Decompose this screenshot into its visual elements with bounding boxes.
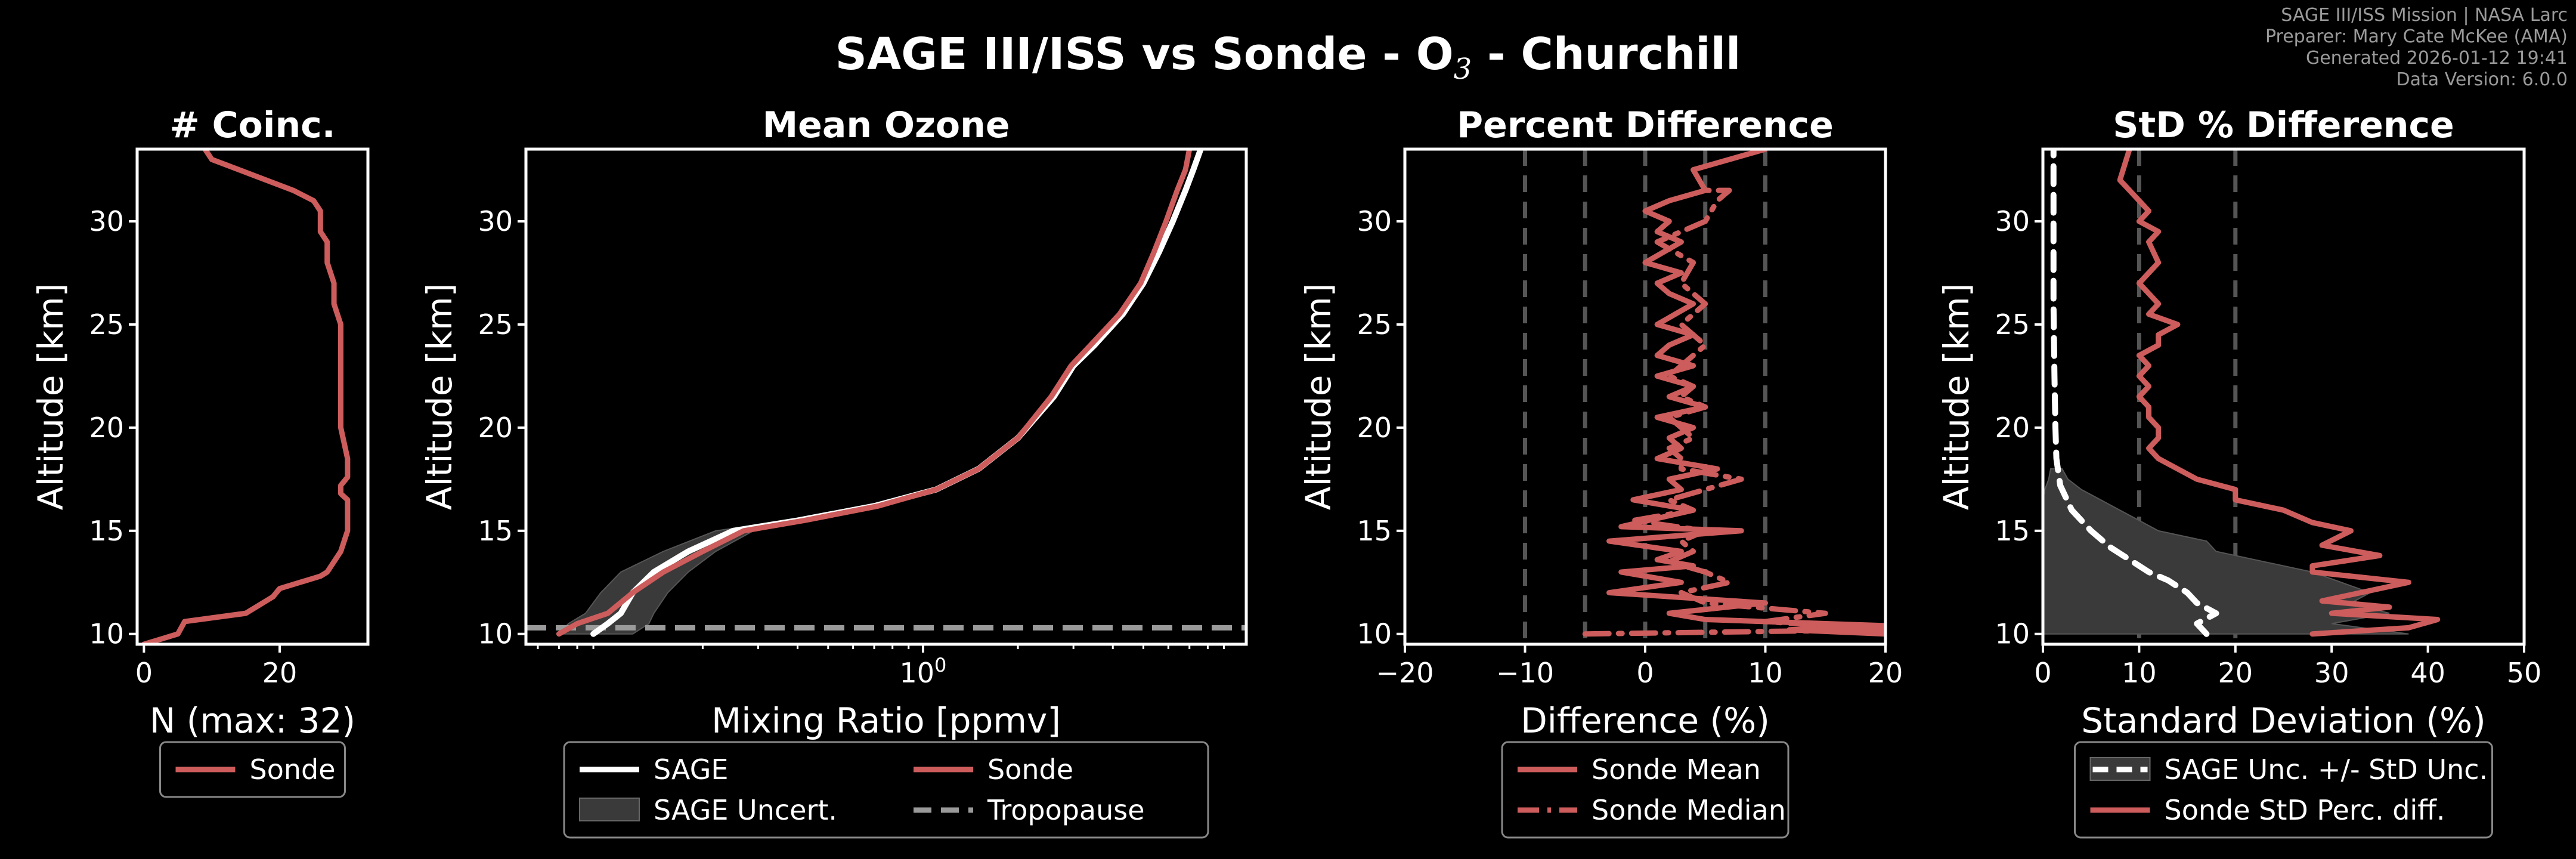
- meta-line-preparer: Preparer: Mary Cate McKee (AMA): [2265, 26, 2568, 47]
- std-xtick-label: 40: [2410, 657, 2445, 689]
- std-ytick-label: 20: [1995, 412, 2030, 444]
- pdiff-legend-sonde-mean-label: Sonde Mean: [1592, 753, 1761, 786]
- mean-series-sonde: [556, 149, 1193, 637]
- pdiff-plot: [1397, 147, 1887, 839]
- pdiff-ytick-label: 15: [1357, 515, 1392, 547]
- mean-legend-sage-label: SAGE: [654, 753, 728, 786]
- std-legend-sage-unc-std-unc-label: SAGE Unc. +/- StD Unc.: [2165, 753, 2488, 786]
- mean-axes-frame: [524, 147, 1248, 646]
- mean-ytick-label: 25: [478, 308, 513, 341]
- pdiff-ytick-label: 30: [1357, 205, 1392, 237]
- std-ytick-label: 15: [1995, 515, 2030, 547]
- coinc-xlabel: N (max: 32): [150, 700, 355, 741]
- pdiff-xtick-label: 0: [1636, 657, 1654, 689]
- mean-xtick-label: 100: [899, 654, 946, 689]
- coinc-axes-frame: [135, 147, 370, 646]
- mean-title: Mean Ozone: [762, 104, 1010, 146]
- coinc-ytick-label: 10: [89, 618, 124, 650]
- mean-ytick-label: 30: [478, 205, 513, 237]
- pdiff-legend-box: [1501, 741, 1789, 839]
- std-ylabel: Altitude [km]: [1936, 283, 1977, 510]
- std-series-sage-unc-std-unc: [2050, 149, 2219, 637]
- coinc-title: # Coinc.: [169, 104, 335, 146]
- pdiff-xtick-label: −20: [1376, 657, 1433, 689]
- std-uncert-band: [2043, 468, 2409, 635]
- mean-ytick-label: 20: [478, 412, 513, 444]
- meta-line-generated: Generated 2026-01-12 19:41: [2305, 48, 2568, 69]
- figure-title-main: SAGE III/ISS vs Sonde - O: [835, 29, 1454, 80]
- mean-ylabel: Altitude [km]: [419, 283, 460, 510]
- std-axes-frame: [2041, 147, 2526, 646]
- figure-title-tail: - Churchill: [1472, 29, 1741, 80]
- pdiff-title: Percent Difference: [1457, 104, 1834, 146]
- pdiff-legend-sonde-median-label: Sonde Median: [1592, 794, 1786, 826]
- std-xtick-label: 10: [2122, 657, 2157, 689]
- mean-legend-sonde-label: Sonde: [987, 753, 1073, 786]
- coinc-xtick-label: 20: [262, 657, 298, 689]
- mean-ytick-label: 10: [478, 618, 513, 650]
- mean-legend-sage-uncert-label: SAGE Uncert.: [654, 794, 837, 826]
- mean-legend-tropopause-label: Tropopause: [987, 794, 1145, 826]
- pdiff-series-sonde-median: [1582, 187, 1885, 637]
- coinc-ylabel: Altitude [km]: [30, 283, 71, 510]
- pdiff-xtick-label: 20: [1868, 657, 1903, 689]
- figure-title: SAGE III/ISS vs Sonde - O3 - Churchill: [0, 29, 2576, 86]
- pdiff-ylabel: Altitude [km]: [1298, 283, 1339, 510]
- mean-plot-area: [526, 149, 1246, 637]
- meta-line-version: Data Version: 6.0.0: [2396, 69, 2568, 90]
- std-xtick-label: 30: [2314, 657, 2349, 689]
- std-xtick-label: 0: [2034, 657, 2051, 689]
- std-ytick-label: 25: [1995, 308, 2030, 341]
- pdiff-ytick-label: 20: [1357, 412, 1392, 444]
- mean-legend-box: [563, 741, 1209, 839]
- pdiff-plot-area: [1523, 149, 1885, 644]
- coinc-ytick-label: 20: [89, 412, 124, 444]
- std-plot: [2035, 147, 2526, 839]
- std-xlabel: Standard Deviation (%): [2081, 700, 2486, 741]
- std-legend-sonde-std-perc-diff-label: Sonde StD Perc. diff.: [2165, 794, 2445, 826]
- coinc-plot-area: [141, 149, 351, 644]
- metadata-block: SAGE III/ISS Mission | NASA Larc Prepare…: [2265, 5, 2568, 91]
- mean-plot: [518, 147, 1248, 839]
- std-series-sonde-std-perc-diff: [2117, 149, 2441, 637]
- mean-legend-sage-uncert-swatch: [579, 798, 640, 821]
- coinc-series-sonde: [141, 149, 351, 644]
- pdiff-xtick-label: −10: [1496, 657, 1554, 689]
- pdiff-xlabel: Difference (%): [1521, 700, 1770, 741]
- std-title: StD % Difference: [2113, 104, 2454, 146]
- coinc-ytick-label: 30: [89, 205, 124, 237]
- coinc-legend-sonde-label: Sonde: [250, 753, 336, 786]
- pdiff-ytick-label: 25: [1357, 308, 1392, 341]
- figure-title-subscript: 3: [1453, 52, 1472, 86]
- coinc-plot: [129, 147, 370, 798]
- coinc-ytick-label: 25: [89, 308, 124, 341]
- pdiff-xtick-label: 10: [1748, 657, 1783, 689]
- std-ytick-label: 10: [1995, 618, 2030, 650]
- std-xtick-label: 50: [2507, 657, 2542, 689]
- mean-ytick-label: 15: [478, 515, 513, 547]
- std-xtick-label: 20: [2218, 657, 2253, 689]
- coinc-legend-box: [159, 741, 346, 798]
- coinc-ytick-label: 15: [89, 515, 124, 547]
- meta-line-mission: SAGE III/ISS Mission | NASA Larc: [2281, 5, 2568, 26]
- pdiff-series-sonde-mean: [1606, 149, 1885, 637]
- std-legend-box: [2074, 741, 2493, 839]
- std-ytick-label: 30: [1995, 205, 2030, 237]
- mean-xlabel: Mixing Ratio [ppmv]: [711, 700, 1061, 741]
- pdiff-ytick-label: 10: [1357, 618, 1392, 650]
- std-plot-area: [2043, 149, 2441, 644]
- coinc-xtick-label: 0: [135, 657, 153, 689]
